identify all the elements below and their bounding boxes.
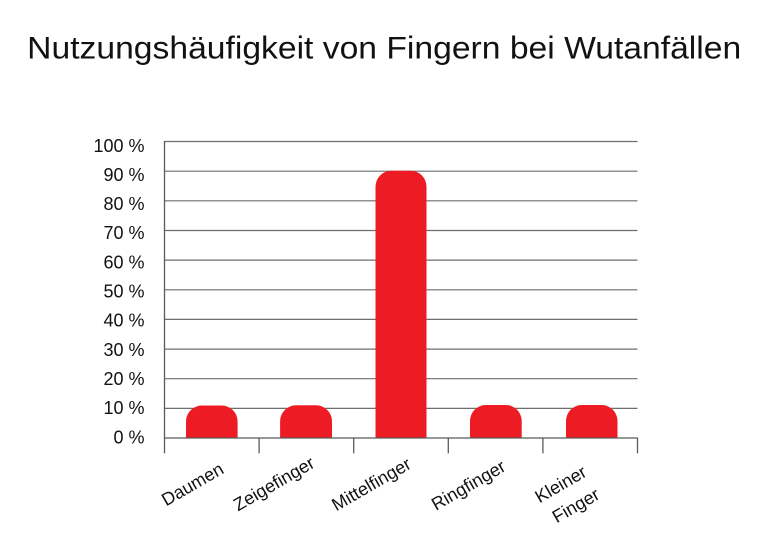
svg-text:10 %: 10 % xyxy=(103,398,144,418)
svg-text:60 %: 60 % xyxy=(103,252,144,272)
svg-text:80 %: 80 % xyxy=(103,194,144,214)
svg-text:70 %: 70 % xyxy=(103,223,144,243)
svg-text:40 %: 40 % xyxy=(103,311,144,331)
svg-text:90 %: 90 % xyxy=(103,165,144,185)
svg-text:50 %: 50 % xyxy=(103,282,144,302)
svg-text:0 %: 0 % xyxy=(113,427,144,447)
svg-text:100 %: 100 % xyxy=(93,136,144,156)
svg-text:30 %: 30 % xyxy=(103,340,144,360)
svg-text:Nutzungshäufigkeit von Fingern: Nutzungshäufigkeit von Fingern bei Wutan… xyxy=(27,29,741,65)
svg-text:20 %: 20 % xyxy=(103,369,144,389)
